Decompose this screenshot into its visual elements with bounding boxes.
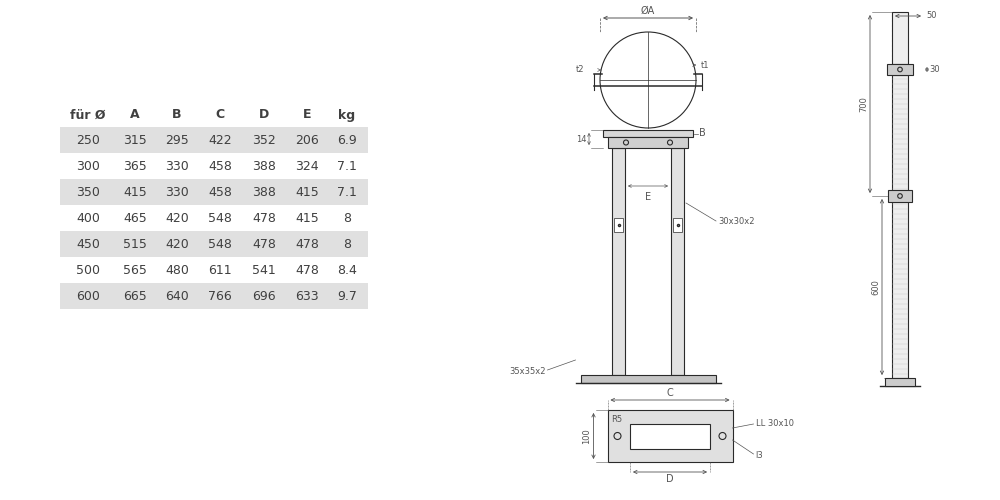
- Text: 7.1: 7.1: [337, 186, 357, 198]
- Text: 766: 766: [208, 290, 232, 302]
- Text: C: C: [215, 108, 225, 122]
- Text: 450: 450: [76, 238, 100, 250]
- Text: 206: 206: [295, 134, 319, 146]
- Text: 50: 50: [926, 12, 936, 20]
- Text: 250: 250: [76, 134, 100, 146]
- Text: 478: 478: [295, 264, 319, 276]
- Text: A: A: [130, 108, 140, 122]
- Bar: [60, 283, 368, 309]
- Bar: [673, 218, 682, 232]
- Text: für Ø: für Ø: [70, 108, 106, 122]
- Bar: [671, 148, 684, 375]
- Text: 600: 600: [76, 290, 100, 302]
- Text: 295: 295: [165, 134, 189, 146]
- Text: 458: 458: [208, 160, 232, 172]
- Bar: [630, 424, 710, 448]
- Text: 8.4: 8.4: [337, 264, 357, 276]
- Text: 315: 315: [123, 134, 147, 146]
- Text: 30x30x2: 30x30x2: [718, 216, 755, 226]
- Text: 100: 100: [582, 428, 592, 444]
- Bar: [612, 148, 625, 375]
- Bar: [892, 12, 908, 64]
- Bar: [888, 190, 912, 202]
- Text: 330: 330: [165, 186, 189, 198]
- Text: 515: 515: [123, 238, 147, 250]
- Text: 388: 388: [252, 186, 276, 198]
- Text: 478: 478: [295, 238, 319, 250]
- Text: 478: 478: [252, 238, 276, 250]
- Text: 388: 388: [252, 160, 276, 172]
- Text: 30: 30: [929, 65, 940, 74]
- Text: 600: 600: [871, 279, 880, 295]
- Bar: [60, 127, 368, 153]
- Text: 548: 548: [208, 238, 232, 250]
- Text: 350: 350: [76, 186, 100, 198]
- Text: 300: 300: [76, 160, 100, 172]
- Text: 8: 8: [343, 238, 351, 250]
- Bar: [892, 75, 908, 378]
- Bar: [580, 375, 716, 383]
- Text: 415: 415: [295, 212, 319, 224]
- Text: 478: 478: [252, 212, 276, 224]
- Text: 415: 415: [123, 186, 147, 198]
- Text: ØA: ØA: [641, 6, 655, 16]
- Text: B: B: [699, 128, 706, 138]
- Text: kg: kg: [338, 108, 356, 122]
- Text: 500: 500: [76, 264, 100, 276]
- Text: 640: 640: [165, 290, 189, 302]
- Text: 7.1: 7.1: [337, 160, 357, 172]
- Text: 422: 422: [208, 134, 232, 146]
- Text: 480: 480: [165, 264, 189, 276]
- Text: 420: 420: [165, 212, 189, 224]
- Text: 352: 352: [252, 134, 276, 146]
- Bar: [614, 218, 623, 232]
- Text: LL 30x10: LL 30x10: [756, 420, 794, 428]
- Text: 541: 541: [252, 264, 276, 276]
- Text: R5: R5: [612, 416, 623, 424]
- Text: 420: 420: [165, 238, 189, 250]
- Bar: [608, 137, 688, 148]
- Text: 35x35x2: 35x35x2: [509, 368, 546, 376]
- Text: 548: 548: [208, 212, 232, 224]
- Text: 365: 365: [123, 160, 147, 172]
- Text: 696: 696: [252, 290, 276, 302]
- Text: D: D: [259, 108, 269, 122]
- Text: 9.7: 9.7: [337, 290, 357, 302]
- Text: B: B: [172, 108, 182, 122]
- Text: 8: 8: [343, 212, 351, 224]
- Text: 14: 14: [576, 134, 587, 143]
- Text: 700: 700: [859, 96, 868, 112]
- Text: l3: l3: [756, 452, 763, 460]
- Text: C: C: [667, 388, 673, 398]
- Bar: [887, 64, 913, 75]
- Text: 633: 633: [295, 290, 319, 302]
- Text: 458: 458: [208, 186, 232, 198]
- Text: 415: 415: [295, 186, 319, 198]
- Text: 565: 565: [123, 264, 147, 276]
- Text: 665: 665: [123, 290, 147, 302]
- Text: 6.9: 6.9: [337, 134, 357, 146]
- Text: 400: 400: [76, 212, 100, 224]
- Bar: [885, 378, 915, 386]
- Text: 330: 330: [165, 160, 189, 172]
- Text: 324: 324: [295, 160, 319, 172]
- Text: E: E: [303, 108, 311, 122]
- Text: t1: t1: [701, 60, 710, 70]
- Bar: [603, 130, 693, 137]
- Bar: [608, 410, 732, 462]
- Bar: [60, 179, 368, 205]
- Text: D: D: [666, 474, 674, 484]
- Text: t2: t2: [576, 66, 584, 74]
- Text: E: E: [645, 192, 651, 202]
- Bar: [60, 231, 368, 257]
- Text: 465: 465: [123, 212, 147, 224]
- Text: 611: 611: [208, 264, 232, 276]
